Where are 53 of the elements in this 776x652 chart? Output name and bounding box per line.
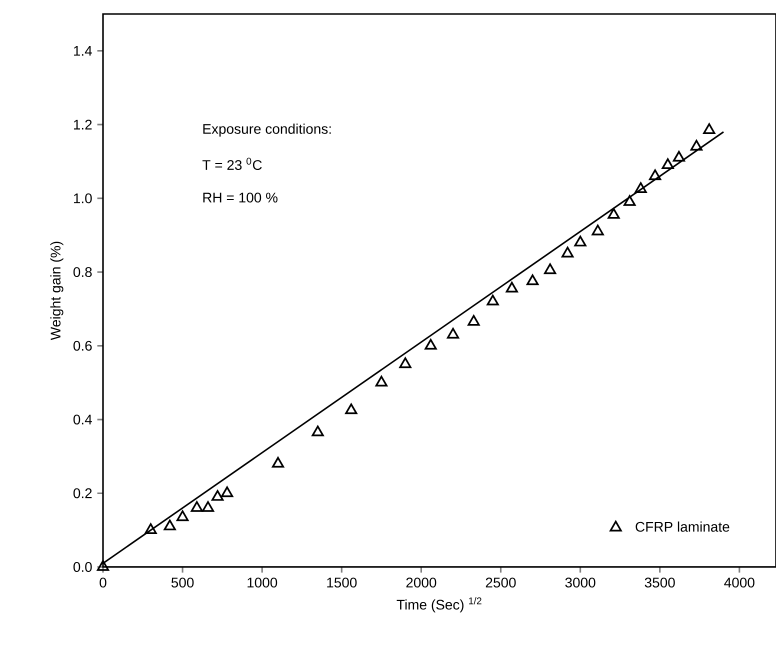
point (703, 123, 716, 134)
point (144, 523, 157, 534)
point (672, 150, 686, 162)
point (345, 403, 358, 414)
y-tick-label: 1.2 (74, 120, 92, 130)
point (446, 328, 460, 339)
y-tick-label: 0.2 (73, 488, 92, 498)
point (608, 208, 620, 219)
point (202, 501, 214, 512)
y-tick-label: 0.4 (73, 414, 92, 424)
x-tick-label: 3000 (565, 578, 596, 588)
point (526, 274, 539, 286)
x-tick-label: 3500 (644, 578, 675, 588)
point (272, 456, 284, 468)
annotation: Exposure conditions: (203, 124, 331, 137)
y-tick-label: 0.8 (73, 267, 92, 278)
point (221, 486, 234, 498)
point (164, 520, 176, 530)
point (662, 158, 674, 170)
y-tick-label: 1.0 (74, 193, 92, 204)
x-tick-label: 500 (171, 578, 194, 588)
x-tick-label: 4000 (724, 578, 754, 588)
y-axis-title: Weight gain (%) (50, 242, 64, 340)
point (544, 263, 556, 274)
point (634, 182, 647, 193)
x-tick-label: 2500 (486, 578, 516, 588)
point (190, 501, 203, 512)
y-tick-label: 0.6 (73, 340, 92, 351)
point (312, 426, 324, 436)
x-tick-label: 0 (100, 578, 106, 588)
point (399, 357, 412, 368)
point (211, 490, 224, 501)
point (375, 376, 388, 387)
point (574, 236, 586, 246)
x-axis-title: Time (Sec) $^{1/2}$ (396, 597, 482, 612)
point (486, 294, 499, 306)
point (562, 246, 574, 258)
x-tick-label: 1000 (248, 578, 278, 588)
legend-label: CFRP laminate (636, 521, 730, 532)
y-tick-label: 0.0 (73, 562, 92, 572)
annotation: T = 23 $^{0}$C (202, 158, 262, 170)
point (592, 224, 604, 236)
annotation: RH = 100 % (203, 192, 278, 203)
point (424, 338, 437, 350)
point (468, 314, 480, 326)
point (649, 169, 662, 180)
point (624, 195, 636, 206)
x-tick-label: 1500 (327, 578, 357, 588)
y-tick-label: 1.4 (74, 46, 92, 56)
x-tick-label: 2000 (406, 578, 436, 588)
point (176, 510, 189, 522)
point (506, 282, 518, 293)
point (690, 140, 703, 151)
